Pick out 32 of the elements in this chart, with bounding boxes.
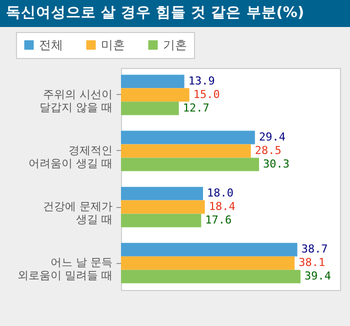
data-label: 18.0: [207, 186, 234, 200]
bar: [121, 158, 260, 172]
bar: [121, 214, 202, 228]
data-label: 38.7: [301, 242, 328, 256]
data-label: 28.5: [254, 144, 282, 157]
data-label: 13.9: [188, 74, 215, 88]
bar: [121, 130, 255, 144]
bar: [121, 88, 190, 102]
data-label: 39.4: [304, 270, 332, 283]
bar: [121, 200, 205, 214]
bar: [121, 102, 179, 116]
data-label: 38.1: [298, 256, 326, 270]
bar: [121, 256, 295, 270]
bar: [121, 186, 204, 200]
legend-label: 미혼: [101, 38, 125, 52]
data-label: 30.3: [263, 157, 290, 170]
chart-title: 독신여성으로 살 경우 힘들 것 같은 부분(%): [6, 5, 304, 21]
bar: [121, 242, 298, 256]
y-tick-label: 건강에 문제가 생길 때: [43, 200, 112, 226]
data-label: 17.6: [205, 213, 232, 226]
data-label: 29.4: [258, 130, 286, 144]
legend-label: 기혼: [163, 38, 187, 52]
bar: [121, 74, 184, 88]
y-tick-label: 어느 날 문득 외로움이 밀려들 때: [18, 256, 112, 282]
legend-label: 전체: [39, 38, 63, 52]
data-label: 18.4: [208, 200, 236, 214]
y-tick-label: 경제적인 어려움이 생길 때: [28, 144, 112, 170]
y-tick-label: 주위의 시선이 달갑지 않을 때: [40, 88, 112, 114]
bar: [121, 144, 251, 158]
bar: [121, 270, 301, 284]
data-label: 12.7: [182, 101, 210, 114]
data-label: 15.0: [193, 88, 220, 101]
